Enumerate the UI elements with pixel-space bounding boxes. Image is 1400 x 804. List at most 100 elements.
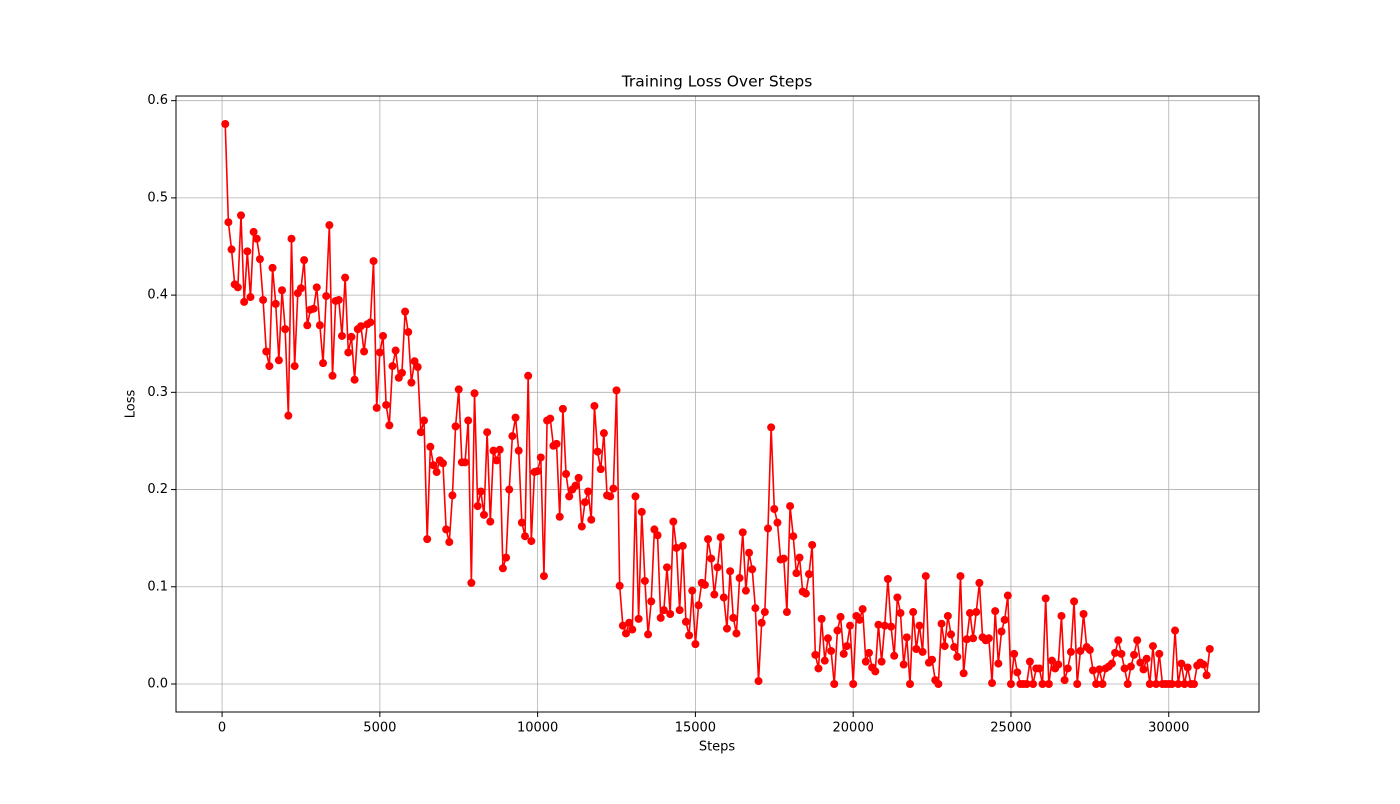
loss-point — [486, 517, 495, 526]
loss-point — [498, 564, 507, 573]
loss-point — [347, 332, 356, 341]
loss-point — [994, 659, 1003, 668]
x-tick-label: 25000 — [990, 721, 1031, 736]
loss-point — [1063, 664, 1072, 673]
loss-point — [653, 531, 662, 540]
loss-point — [366, 318, 375, 327]
loss-point — [319, 359, 328, 368]
x-axis-label: Steps — [699, 740, 736, 755]
loss-point — [921, 572, 930, 581]
loss-point — [1142, 654, 1151, 663]
loss-point — [883, 575, 892, 583]
loss-point — [599, 429, 608, 438]
loss-point — [688, 586, 697, 595]
loss-point — [681, 617, 690, 626]
loss-point — [388, 362, 397, 371]
loss-point — [729, 613, 738, 622]
loss-point — [344, 348, 353, 357]
loss-point — [659, 606, 668, 615]
loss-point — [562, 470, 571, 478]
loss-point — [738, 528, 747, 537]
loss-point — [877, 657, 886, 666]
loss-point — [1148, 642, 1157, 651]
loss-point — [675, 606, 684, 615]
loss-point — [1133, 636, 1142, 645]
loss-point — [413, 363, 422, 372]
loss-point — [953, 652, 962, 661]
loss-point — [278, 286, 287, 295]
loss-point — [1189, 680, 1198, 688]
loss-point — [221, 120, 230, 128]
loss-point — [805, 570, 814, 579]
loss-point — [864, 648, 873, 657]
loss-point — [508, 432, 517, 441]
loss-point — [950, 643, 959, 652]
loss-point — [757, 618, 766, 627]
y-tick-label: 0.4 — [147, 288, 168, 303]
loss-point — [959, 669, 968, 678]
loss-point — [893, 593, 902, 602]
loss-point — [426, 442, 435, 451]
loss-point — [271, 299, 280, 308]
y-tick-label: 0.5 — [147, 190, 168, 205]
loss-point — [1076, 646, 1085, 655]
loss-point — [514, 446, 523, 455]
loss-point — [372, 403, 381, 412]
loss-point — [1035, 664, 1044, 673]
loss-point — [445, 538, 454, 547]
loss-point — [1029, 680, 1038, 688]
loss-point — [786, 502, 795, 511]
loss-point — [1054, 660, 1063, 669]
loss-point — [432, 468, 441, 477]
loss-point — [751, 604, 760, 613]
y-tick-label: 0.2 — [147, 482, 168, 497]
loss-point — [1025, 657, 1034, 666]
loss-point — [1199, 660, 1208, 669]
loss-point — [1139, 665, 1148, 674]
loss-point — [754, 677, 763, 686]
loss-point — [965, 609, 974, 618]
loss-point — [855, 615, 864, 624]
loss-point — [328, 371, 337, 380]
loss-point — [521, 532, 530, 541]
y-tick-label: 0.1 — [147, 579, 168, 594]
loss-point — [782, 608, 791, 617]
loss-point — [615, 581, 624, 590]
loss-point — [1177, 659, 1186, 668]
loss-point — [1111, 648, 1120, 657]
loss-point — [442, 525, 451, 534]
loss-point — [937, 619, 946, 628]
loss-point — [644, 630, 653, 639]
loss-point — [464, 416, 473, 425]
loss-point — [710, 590, 719, 599]
loss-point — [915, 621, 924, 630]
loss-point — [637, 507, 646, 516]
x-tick-label: 10000 — [517, 721, 558, 736]
loss-point — [237, 211, 246, 220]
loss-point — [495, 445, 504, 454]
loss-point — [429, 461, 438, 470]
loss-point — [849, 680, 858, 688]
loss-point — [397, 368, 406, 377]
loss-point — [322, 292, 331, 301]
loss-point — [391, 346, 400, 355]
loss-point — [1085, 645, 1094, 654]
loss-point — [350, 375, 359, 384]
loss-point — [631, 492, 640, 501]
loss-point — [833, 626, 842, 635]
loss-point — [1000, 615, 1009, 624]
loss-point — [539, 572, 548, 581]
loss-point — [451, 422, 460, 431]
loss-point — [748, 565, 757, 574]
loss-point — [461, 458, 470, 467]
loss-point — [1202, 671, 1211, 680]
loss-point — [858, 605, 867, 614]
loss-point — [943, 611, 952, 620]
loss-point — [580, 498, 589, 507]
loss-point — [281, 325, 290, 334]
loss-point — [956, 572, 965, 581]
loss-point — [1183, 663, 1192, 672]
loss-point — [880, 621, 889, 630]
